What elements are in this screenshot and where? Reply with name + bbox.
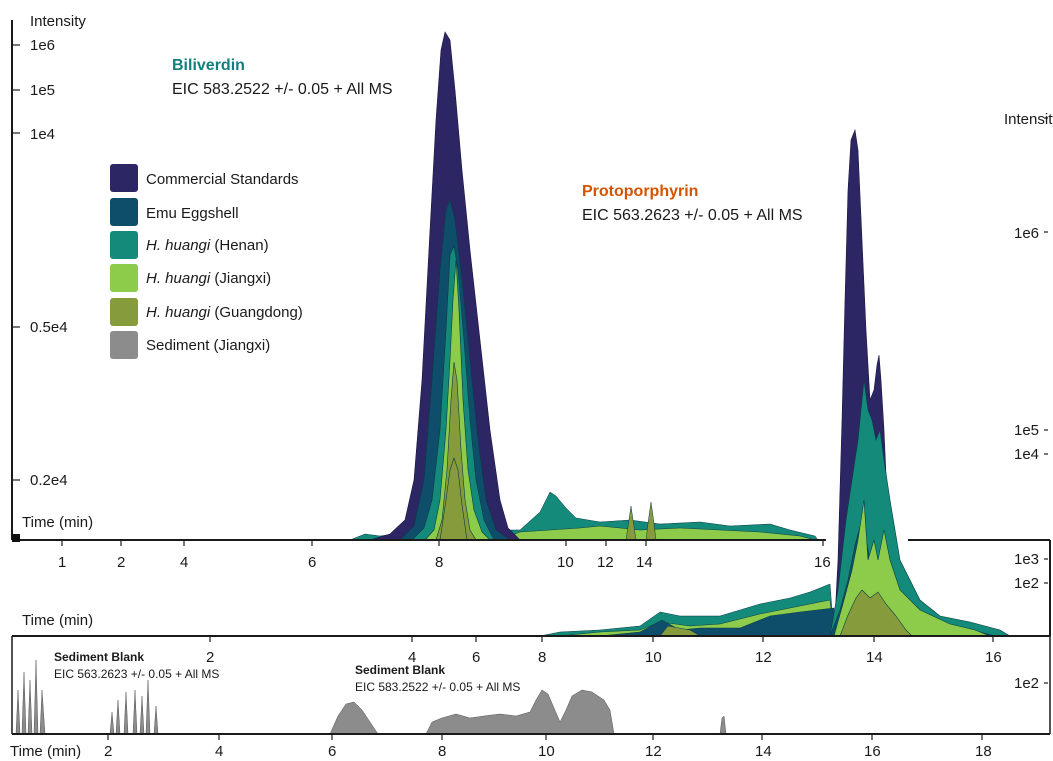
proto-y-tick-1e4: 1e4 bbox=[1014, 446, 1039, 463]
proto-y-tick-1e6: 1e6 bbox=[1014, 225, 1039, 242]
bili-x-tick-16: 16 bbox=[814, 554, 831, 571]
legend: Commercial Standards Emu Eggshell H. hua… bbox=[110, 164, 303, 359]
blank-x-axis-label: Time (min) bbox=[10, 743, 81, 760]
blank-583-peak-a bbox=[329, 701, 379, 735]
blank-y-tick-1e2: 1e2 bbox=[1014, 675, 1039, 692]
bili-x-tick-1: 1 bbox=[58, 554, 66, 571]
blank-x-tick-14: 14 bbox=[755, 743, 772, 760]
proto-x-tick-16: 16 bbox=[985, 649, 1002, 666]
proto-x-tick-6: 6 bbox=[472, 649, 480, 666]
blank-x-tick-18: 18 bbox=[975, 743, 992, 760]
legend-label-commercial: Commercial Standards bbox=[146, 171, 299, 188]
proto-x-tick-4: 4 bbox=[408, 649, 416, 666]
blank-563-spikes-b bbox=[109, 679, 159, 735]
proto-x-tick-10: 10 bbox=[645, 649, 662, 666]
bili-x-tick-10: 10 bbox=[557, 554, 574, 571]
proto-x-tick-12: 12 bbox=[755, 649, 772, 666]
proto-x-tick-14: 14 bbox=[866, 649, 883, 666]
legend-label-guangdong: H. huangi (Guangdong) bbox=[146, 304, 303, 321]
blank-x-tick-6: 6 bbox=[328, 743, 336, 760]
biliverdin-title: Biliverdin bbox=[172, 57, 245, 74]
protoporphyrin-title: Protoporphyrin bbox=[582, 183, 698, 200]
bili-x-tick-6: 6 bbox=[308, 554, 316, 571]
axes bbox=[11, 20, 1051, 735]
bili-y-tick-0.5e4: 0.5e4 bbox=[30, 319, 68, 336]
blank-583-title: Sediment Blank bbox=[355, 663, 445, 677]
proto-guangdong-peak bbox=[839, 589, 913, 637]
proto-y-tick-1e5: 1e5 bbox=[1014, 422, 1039, 439]
origin-marker bbox=[12, 534, 20, 542]
bili-x-tick-2: 2 bbox=[117, 554, 125, 571]
legend-label-emu: Emu Eggshell bbox=[146, 205, 239, 222]
proto-x-tick-8: 8 bbox=[538, 649, 546, 666]
blank-563-spikes-a bbox=[15, 659, 46, 735]
blank-583-broad bbox=[425, 689, 615, 735]
bili-x-axis-label: Time (min) bbox=[22, 514, 93, 531]
biliverdin-eic: EIC 583.2522 +/- 0.05 + All MS bbox=[172, 81, 393, 98]
bili-x-tick-8: 8 bbox=[435, 554, 443, 571]
blank-583-small bbox=[719, 715, 727, 735]
blank-x-tick-8: 8 bbox=[438, 743, 446, 760]
blank-x-tick-4: 4 bbox=[215, 743, 223, 760]
bili-intensity-label: Intensity bbox=[30, 13, 86, 30]
legend-swatch-jiangxi bbox=[110, 264, 138, 292]
bili-x-tick-14: 14 bbox=[636, 554, 653, 571]
blank-563-eic: EIC 563.2623 +/- 0.05 + All MS bbox=[54, 667, 219, 681]
legend-swatch-emu bbox=[110, 198, 138, 226]
tick-marks bbox=[12, 44, 1048, 740]
biliverdin-peaks bbox=[349, 31, 819, 541]
bili-guangdong-peak bbox=[435, 361, 477, 541]
blank-563-title: Sediment Blank bbox=[54, 650, 144, 664]
blank-x-tick-10: 10 bbox=[538, 743, 555, 760]
bili-y-tick-1e6: 1e6 bbox=[30, 37, 55, 54]
sediment-blank-peaks bbox=[15, 659, 727, 735]
legend-swatch-sediment bbox=[110, 331, 138, 359]
proto-intensity-label: Intensity bbox=[1004, 111, 1053, 128]
legend-swatch-guangdong bbox=[110, 298, 138, 326]
proto-x-axis-label: Time (min) bbox=[22, 612, 93, 629]
bili-y-tick-1e5: 1e5 bbox=[30, 82, 55, 99]
protoporphyrin-eic: EIC 563.2623 +/- 0.05 + All MS bbox=[582, 207, 803, 224]
blank-x-tick-2: 2 bbox=[104, 743, 112, 760]
bili-y-tick-1e4: 1e4 bbox=[30, 126, 55, 143]
blank-x-tick-16: 16 bbox=[864, 743, 881, 760]
proto-y-tick-1e2: 1e2 bbox=[1014, 575, 1039, 592]
legend-swatch-henan bbox=[110, 231, 138, 259]
legend-label-sediment: Sediment (Jiangxi) bbox=[146, 337, 270, 354]
bili-x-tick-12: 12 bbox=[597, 554, 614, 571]
bili-y-tick-0.2e4: 0.2e4 bbox=[30, 472, 68, 489]
bili-jiangxi-baseline bbox=[499, 525, 816, 541]
blank-583-eic: EIC 583.2522 +/- 0.05 + All MS bbox=[355, 680, 520, 694]
protoporphyrin-peaks bbox=[539, 128, 1012, 637]
bili-guangdong-inner bbox=[439, 457, 468, 541]
legend-label-jiangxi: H. huangi (Jiangxi) bbox=[146, 270, 271, 287]
blank-x-tick-12: 12 bbox=[645, 743, 662, 760]
proto-x-tick-2: 2 bbox=[206, 649, 214, 666]
bili-x-tick-4: 4 bbox=[180, 554, 188, 571]
legend-label-henan: H. huangi (Henan) bbox=[146, 237, 269, 254]
proto-y-tick-1e3: 1e3 bbox=[1014, 551, 1039, 568]
legend-swatch-commercial bbox=[110, 164, 138, 192]
